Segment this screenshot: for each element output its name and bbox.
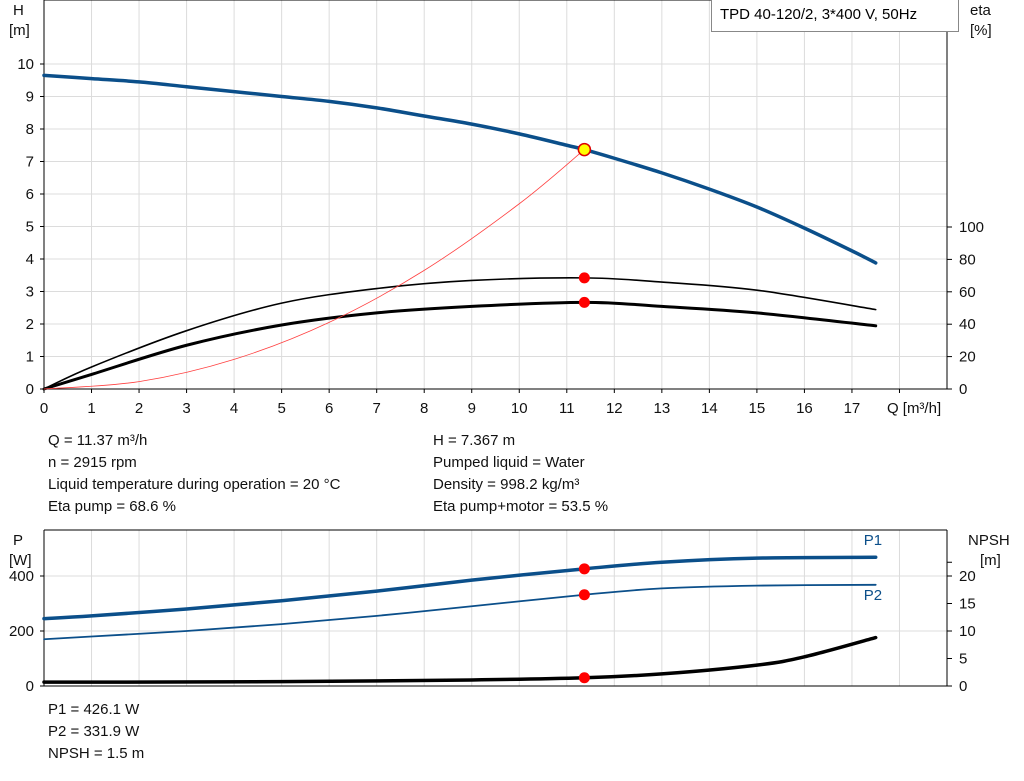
info-eta-pm: Eta pump+motor = 53.5 % [433, 498, 609, 515]
x-tick-label: 6 [325, 400, 333, 417]
info-liquid: Pumped liquid = Water [433, 454, 585, 471]
info-q: Q = 11.37 m³/h [48, 432, 148, 449]
y2-tick-label: 0 [959, 678, 967, 695]
x-tick-label: 0 [40, 400, 48, 417]
y-tick-label: 2 [26, 316, 34, 333]
y-tick-label: 400 [9, 568, 34, 585]
x-tick-label: 1 [87, 400, 95, 417]
info-h: H = 7.367 m [433, 432, 516, 449]
y-tick-label: 6 [26, 186, 34, 203]
info-density: Density = 998.2 kg/m³ [433, 476, 580, 493]
x-tick-label: 10 [511, 400, 528, 417]
curve-system [43, 149, 585, 390]
curve-eta-pump-motor [42, 300, 878, 391]
info-npsh: NPSH = 1.5 m [48, 745, 145, 762]
info-p2: P2 = 331.9 W [48, 723, 140, 740]
y2-tick-label: 80 [959, 251, 976, 268]
x-tick-label: 9 [468, 400, 476, 417]
x-tick-label: 8 [420, 400, 428, 417]
x-tick-label: 11 [559, 400, 575, 417]
operating-point-marker [578, 589, 590, 601]
operating-point-marker [577, 142, 592, 157]
y-tick-label: 1 [26, 349, 34, 366]
y-tick-label: 0 [26, 678, 34, 695]
series-label-p1: P1 [864, 532, 882, 549]
y-tick-label: 5 [26, 219, 34, 236]
info-p1: P1 = 426.1 W [48, 701, 140, 718]
curve-P1 [42, 555, 878, 621]
y-axis-label: P [13, 532, 23, 549]
x-tick-label: 17 [844, 400, 861, 417]
x-tick-label: 16 [796, 400, 813, 417]
y-tick-label: 200 [9, 623, 34, 640]
op-info-right: H = 7.367 m Pumped liquid = Water Densit… [433, 430, 608, 518]
x-tick-label: 14 [701, 400, 718, 417]
operating-point-marker [578, 296, 590, 308]
info-eta-pump: Eta pump = 68.6 % [48, 498, 176, 515]
y-tick-label: 9 [26, 89, 34, 106]
curve-P2 [43, 583, 877, 641]
x-tick-label: 12 [606, 400, 623, 417]
y2-tick-label: 5 [959, 651, 967, 668]
x-axis-label: Q [m³/h] [887, 400, 941, 417]
operating-point-marker [578, 563, 590, 575]
y-tick-label: 4 [26, 251, 34, 268]
y-axis-label: H [13, 2, 24, 19]
y2-tick-label: 100 [959, 219, 984, 236]
y-tick-label: 3 [26, 284, 34, 301]
y2-axis-label: eta [970, 2, 992, 19]
x-tick-label: 4 [230, 400, 238, 417]
power-info: P1 = 426.1 W P2 = 331.9 W NPSH = 1.5 m [48, 699, 144, 765]
operating-point-marker [578, 272, 590, 284]
curve-NPSH [42, 635, 878, 684]
x-tick-label: 7 [373, 400, 381, 417]
operating-point-marker [578, 672, 590, 684]
info-temp: Liquid temperature during operation = 20… [48, 476, 341, 493]
y-tick-label: 0 [26, 381, 34, 398]
y-tick-label: 8 [26, 121, 34, 138]
y-axis-unit: [m] [9, 22, 30, 39]
y-axis-unit: [W] [9, 552, 32, 569]
op-info-left: Q = 11.37 m³/h n = 2915 rpm Liquid tempe… [48, 430, 340, 518]
x-tick-label: 3 [182, 400, 190, 417]
y2-tick-label: 0 [959, 381, 967, 398]
y2-tick-label: 15 [959, 596, 976, 613]
y2-tick-label: 20 [959, 568, 976, 585]
info-n: n = 2915 rpm [48, 454, 137, 471]
pump-title: TPD 40-120/2, 3*400 V, 50Hz [711, 0, 959, 32]
y2-tick-label: 40 [959, 316, 976, 333]
x-tick-label: 15 [749, 400, 766, 417]
y2-tick-label: 10 [959, 623, 976, 640]
y2-tick-label: 20 [959, 349, 976, 366]
y2-axis-unit: [%] [970, 22, 992, 39]
x-tick-label: 2 [135, 400, 143, 417]
y2-axis-unit: [m] [980, 552, 1001, 569]
curve-eta-pump [43, 277, 877, 390]
x-tick-label: 13 [653, 400, 670, 417]
series-label-p2: P2 [864, 587, 882, 604]
y-tick-label: 7 [26, 154, 34, 171]
x-tick-label: 5 [277, 400, 285, 417]
y2-tick-label: 60 [959, 284, 976, 301]
y-tick-label: 10 [17, 56, 34, 73]
curve-head [42, 73, 878, 265]
y2-axis-label: NPSH [968, 532, 1010, 549]
